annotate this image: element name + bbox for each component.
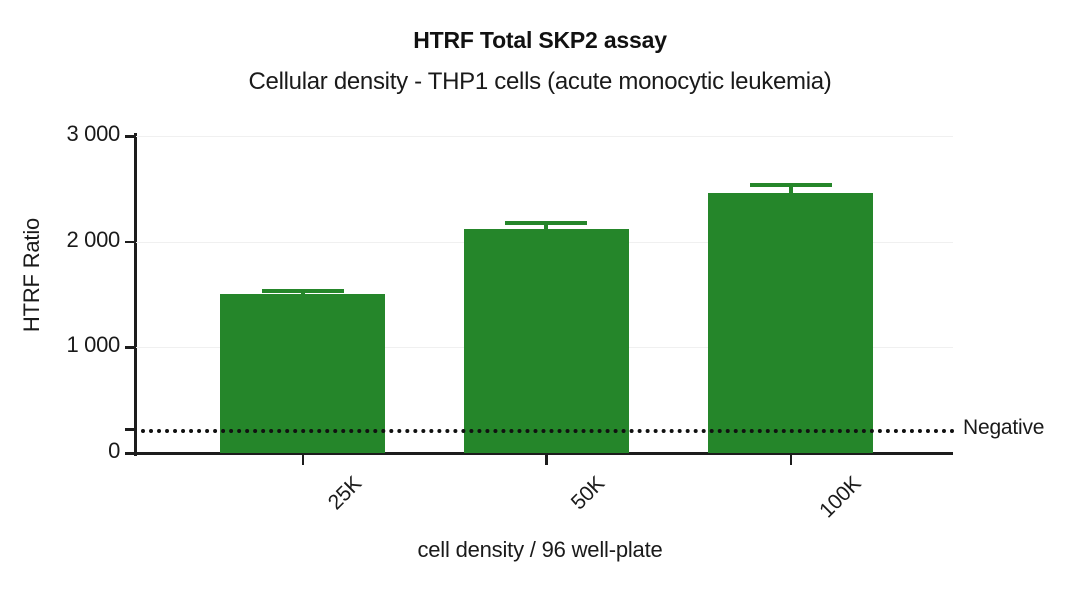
y-tick-0 [125, 452, 135, 455]
y-tick-label-1000: 1 000 [66, 332, 120, 358]
y-tick-label-0: 0 [108, 438, 120, 463]
error-bar-stem-100K [788, 183, 793, 194]
x-tick-100K [789, 455, 792, 465]
chart-subtitle: Cellular density - THP1 cells (acute mon… [248, 68, 832, 95]
error-bar-cap-100K [749, 183, 832, 188]
x-axis-line [134, 452, 953, 455]
x-tick-25K [301, 455, 304, 465]
error-bar-cap-50K [505, 220, 587, 225]
error-bar-cap-25K [261, 289, 344, 293]
y-tick-2000 [125, 240, 135, 244]
bar-50K[interactable] [463, 229, 629, 453]
bar-100K[interactable] [708, 193, 873, 453]
x-tick-label-25K: 25K [323, 472, 366, 515]
y-tick-label-3000: 3 000 [66, 121, 120, 146]
x-tick-label-50K: 50K [566, 472, 610, 515]
y-tick-negative-threshold [125, 428, 135, 431]
x-axis-title: cell density / 96 well-plate [417, 537, 663, 562]
chart-title: HTRF Total SKP2 assay [413, 27, 667, 53]
gridline-3000 [136, 136, 953, 137]
bar-25K[interactable] [220, 293, 385, 453]
negative-threshold-label: Negative [963, 416, 1045, 439]
y-tick-label-2000: 2 000 [66, 226, 120, 252]
y-axis-title: HTRF Ratio [19, 217, 44, 333]
x-tick-50K [545, 455, 548, 465]
y-tick-3000 [125, 135, 135, 138]
x-tick-label-100K: 100K [814, 472, 866, 523]
error-bar-stem-50K [544, 220, 548, 229]
y-axis-line [134, 133, 137, 456]
y-tick-1000 [125, 346, 135, 349]
negative-threshold-line [141, 429, 955, 433]
plot-area [136, 136, 955, 453]
